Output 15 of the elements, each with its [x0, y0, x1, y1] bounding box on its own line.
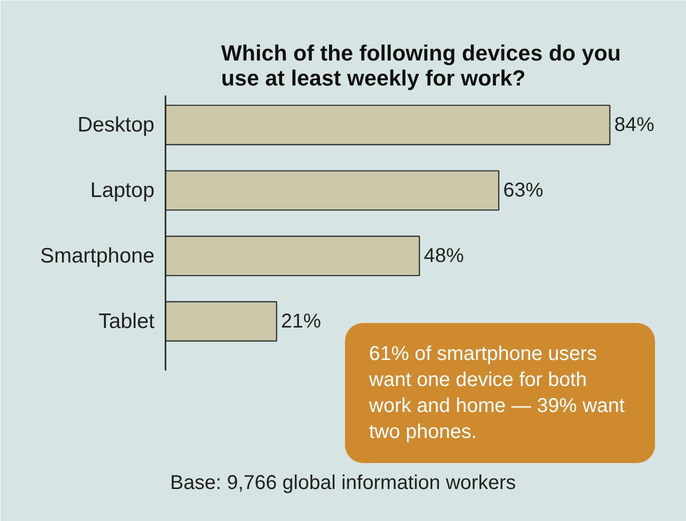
y-tick-label: Tablet	[98, 310, 155, 333]
bar	[166, 104, 610, 146]
y-tick-label: Desktop	[77, 113, 155, 136]
bar	[166, 236, 420, 276]
bar	[166, 301, 278, 342]
bar	[166, 170, 500, 211]
data-label: 21%	[281, 310, 322, 332]
callout-box: 61% of smartphone users want one device for both work and home — 39% want two phones.	[345, 323, 655, 463]
data-label: 48%	[424, 244, 464, 267]
y-tick-label: Laptop	[90, 178, 155, 202]
y-tick-label: Smartphone	[40, 244, 155, 268]
data-label: 63%	[503, 179, 544, 202]
chart-title: Which of the following devices do you use at least weekly for work?	[221, 40, 621, 90]
data-label: 84%	[614, 114, 655, 136]
text: Base: 9,766 global information workers	[169, 471, 517, 496]
